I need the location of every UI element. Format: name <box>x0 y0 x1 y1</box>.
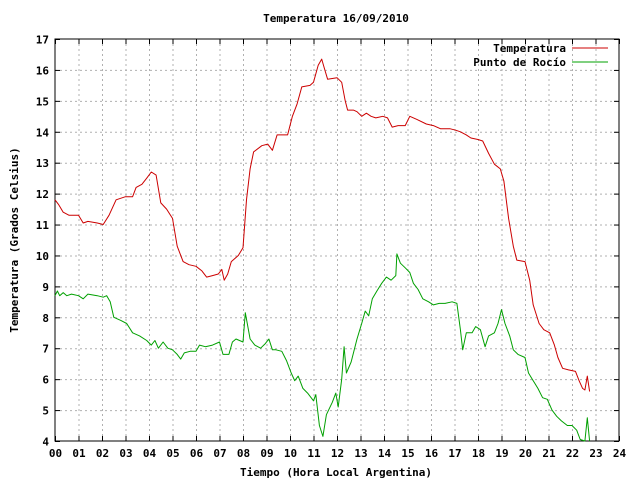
y-tick-label: 6 <box>42 374 49 387</box>
x-tick-label: 00 <box>49 447 62 460</box>
x-tick-label: 15 <box>401 447 414 460</box>
legend-label-temperatura: Temperatura <box>493 42 566 55</box>
y-tick-label: 13 <box>36 157 49 170</box>
chart-title: Temperatura 16/09/2010 <box>263 12 409 25</box>
y-tick-label: 9 <box>42 281 49 294</box>
x-tick-label: 17 <box>448 447 461 460</box>
x-tick-label: 09 <box>260 447 273 460</box>
x-tick-label: 23 <box>589 447 602 460</box>
y-tick-label: 12 <box>36 188 49 201</box>
y-tick-label: 8 <box>42 312 49 325</box>
x-tick-label: 14 <box>378 447 392 460</box>
x-tick-label: 12 <box>331 447 344 460</box>
x-tick-label: 03 <box>119 447 132 460</box>
x-axis-label: Tiempo (Hora Local Argentina) <box>240 466 432 479</box>
x-tick-label: 11 <box>307 447 321 460</box>
x-tick-label: 06 <box>190 447 204 460</box>
series-line-temperatura <box>54 58 591 392</box>
y-tick-label: 5 <box>42 405 49 418</box>
series-lines <box>54 58 591 442</box>
axis-ticks <box>55 39 620 442</box>
x-tick-label: 21 <box>542 447 556 460</box>
y-tick-label: 7 <box>42 343 49 356</box>
x-tick-label: 18 <box>472 447 485 460</box>
y-tick-label: 15 <box>36 95 49 108</box>
x-tick-label: 05 <box>166 447 179 460</box>
x-tick-label: 16 <box>425 447 439 460</box>
y-tick-label: 14 <box>36 126 50 139</box>
x-tick-label: 02 <box>96 447 109 460</box>
y-tick-labels: 4 5 6 7 8 9 10 11 12 13 14 15 16 17 <box>36 34 50 449</box>
x-tick-label: 07 <box>213 447 226 460</box>
x-tick-label: 04 <box>143 447 157 460</box>
y-tick-label: 16 <box>36 64 50 77</box>
grid <box>55 39 619 441</box>
x-tick-label: 13 <box>354 447 367 460</box>
x-tick-label: 08 <box>237 447 250 460</box>
y-tick-label: 17 <box>36 34 49 47</box>
legend-label-punto-de-rocio: Punto de Rocío <box>473 56 566 69</box>
y-tick-label: 4 <box>42 436 49 449</box>
x-tick-labels: 00 01 02 03 04 05 06 07 08 09 10 11 12 13 14 15 16 17 18 19… <box>49 447 627 460</box>
x-tick-label: 24 <box>613 447 627 460</box>
x-tick-label: 01 <box>72 447 86 460</box>
y-tick-label: 10 <box>36 250 49 263</box>
series-line-punto-de-rocio <box>54 253 591 442</box>
y-axis-label: Temperatura (Grados Celsius) <box>8 147 21 332</box>
y-tick-label: 11 <box>36 219 50 232</box>
x-tick-label: 20 <box>519 447 532 460</box>
x-tick-label: 19 <box>495 447 508 460</box>
x-tick-label: 22 <box>566 447 579 460</box>
x-tick-label: 10 <box>284 447 297 460</box>
legend: Temperatura Punto de Rocío <box>473 42 608 69</box>
